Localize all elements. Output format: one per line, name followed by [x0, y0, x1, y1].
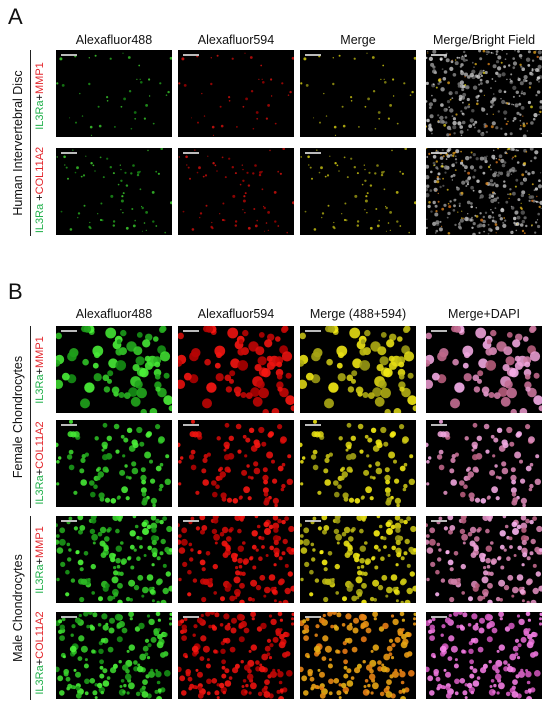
micrograph-tile-r3-c4: [426, 326, 542, 413]
panel-a-group-bracket: [30, 50, 31, 236]
scale-bar: [61, 152, 77, 154]
row-label-red: MMP1: [34, 336, 46, 368]
panel-b-male-bracket: [30, 516, 31, 700]
panel-b-female-bracket: [30, 326, 31, 508]
panel-b-male-row-label-1: IL3Ra+MMP1: [34, 516, 46, 604]
micrograph-tile-r5-c3: [300, 516, 416, 603]
micrograph-tile-r4-c4: [426, 420, 542, 507]
scale-bar: [431, 616, 447, 618]
micrograph-tile-r5-c4: [426, 516, 542, 603]
micrograph-tile-r5-c1: [56, 516, 172, 603]
scale-bar: [305, 616, 321, 618]
scale-bar: [183, 424, 199, 426]
scale-bar: [61, 616, 77, 618]
micrograph-tile-r1-c3: [300, 50, 416, 137]
row-label-green: IL3Ra: [34, 475, 46, 505]
row-label-sep: +: [34, 194, 46, 204]
micrograph-tile-r1-c1: [56, 50, 172, 137]
row-label-red: COL11A2: [34, 421, 46, 469]
micrograph-tile-r6-c2: [178, 612, 294, 699]
scale-bar: [305, 330, 321, 332]
scale-bar: [183, 520, 199, 522]
panel-a-col-header-4: Merge/Bright Field: [432, 33, 536, 47]
micrograph-tile-r6-c3: [300, 612, 416, 699]
row-label-green: IL3Ra: [34, 564, 46, 594]
panel-b-female-row-label-2: IL3Ra+COL11A2: [34, 418, 46, 508]
row-label-sep: +: [34, 94, 46, 101]
scale-bar: [183, 152, 199, 154]
row-label-red: MMP1: [34, 526, 46, 558]
panel-b-col-header-2: Alexafluor594: [197, 307, 275, 321]
micrograph-tile-r2-c4: [426, 148, 542, 235]
row-label-sep: +: [34, 468, 46, 476]
micrograph-tile-r6-c4: [426, 612, 542, 699]
scale-bar: [305, 520, 321, 522]
panel-b-col-header-3: Merge (488+594): [309, 307, 407, 321]
panel-a-row-label-1: IL3Ra+MMP1: [34, 51, 46, 141]
micrograph-tile-r2-c2: [178, 148, 294, 235]
scale-bar: [61, 424, 77, 426]
panel-a-row-label-2: IL3Ra +COL11A2: [34, 144, 46, 236]
row-label-red: COL11A2: [34, 146, 46, 195]
micrograph-tile-r3-c1: [56, 326, 172, 413]
panel-b-male-row-label-2: IL3Ra+COL11A2: [34, 606, 46, 700]
panel-a-group-label: Human Intervertebral Disc: [11, 70, 25, 216]
scale-bar: [61, 330, 77, 332]
micrograph-tile-r1-c2: [178, 50, 294, 137]
scale-bar: [431, 424, 447, 426]
scale-bar: [61, 54, 77, 56]
scale-bar: [431, 54, 447, 56]
panel-b-male-label: Male Chondrocytes: [11, 554, 25, 662]
scale-bar: [305, 54, 321, 56]
scale-bar: [183, 616, 199, 618]
row-label-green: IL3Ra: [34, 374, 46, 404]
scale-bar: [61, 520, 77, 522]
row-label-sep: +: [34, 558, 46, 565]
micrograph-tile-r4-c3: [300, 420, 416, 507]
row-label-green: IL3Ra: [34, 100, 46, 130]
scale-bar: [431, 330, 447, 332]
row-label-green: IL3Ra: [34, 203, 46, 234]
scale-bar: [305, 152, 321, 154]
panel-a-col-header-1: Alexafluor488: [75, 33, 153, 47]
micrograph-tile-r3-c2: [178, 326, 294, 413]
panel-b-col-header-1: Alexafluor488: [75, 307, 153, 321]
micrograph-tile-r6-c1: [56, 612, 172, 699]
micrograph-tile-r4-c1: [56, 420, 172, 507]
panel-a-col-header-3: Merge: [340, 33, 376, 47]
panel-b-col-header-4: Merge+DAPI: [448, 307, 520, 321]
row-label-green: IL3Ra: [34, 665, 46, 695]
row-label-red: MMP1: [34, 62, 46, 94]
panel-a-letter: A: [8, 4, 23, 29]
scale-bar: [431, 520, 447, 522]
panel-b-female-label: Female Chondrocytes: [11, 355, 25, 479]
scale-bar: [183, 54, 199, 56]
scale-bar: [305, 424, 321, 426]
micrograph-tile-r2-c1: [56, 148, 172, 235]
row-label-sep: +: [34, 368, 46, 375]
micrograph-tile-r3-c3: [300, 326, 416, 413]
micrograph-tile-r1-c4: [426, 50, 542, 137]
scale-bar: [431, 152, 447, 154]
panel-a-col-header-2: Alexafluor594: [197, 33, 275, 47]
row-label-red: COL11A2: [34, 611, 46, 659]
panel-b-letter: B: [8, 279, 23, 304]
micrograph-tile-r4-c2: [178, 420, 294, 507]
scale-bar: [183, 330, 199, 332]
row-label-sep: +: [34, 658, 46, 666]
micrograph-tile-r5-c2: [178, 516, 294, 603]
panel-b-female-row-label-1: IL3Ra+MMP1: [34, 326, 46, 414]
micrograph-tile-r2-c3: [300, 148, 416, 235]
